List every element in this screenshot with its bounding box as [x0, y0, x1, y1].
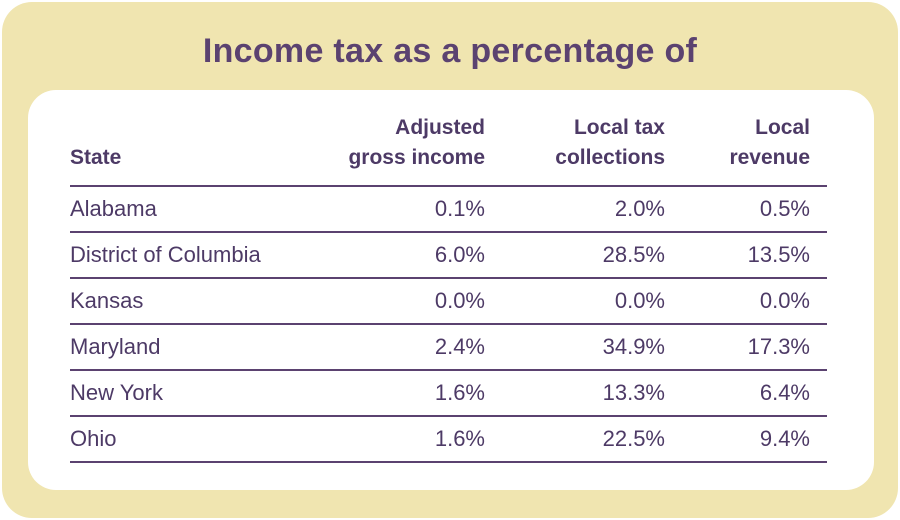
header-lr-line2: revenue	[729, 146, 810, 169]
cell-state: District of Columbia	[70, 232, 320, 279]
table-row: District of Columbia 6.0% 28.5% 13.5%	[70, 232, 827, 279]
cell-agi: 0.0%	[320, 278, 485, 325]
cell-state: Kansas	[70, 278, 320, 325]
table-row: Kansas 0.0% 0.0% 0.0%	[70, 278, 827, 325]
cell-state: Maryland	[70, 324, 320, 371]
header-agi-line1: Adjusted	[395, 116, 485, 139]
cell-pad	[810, 370, 827, 417]
cell-local-tax: 28.5%	[485, 232, 665, 279]
page-title: Income tax as a percentage of	[202, 32, 698, 70]
header-agi-line2: gross income	[348, 146, 485, 169]
cell-local-tax: 2.0%	[485, 186, 665, 233]
income-tax-table: State Adjusted gross income Local tax co…	[70, 112, 827, 463]
header-ltc-line1: Local tax	[573, 116, 665, 139]
cell-local-revenue: 0.5%	[665, 186, 810, 233]
cell-agi: 1.6%	[320, 370, 485, 417]
header-local-revenue: Local revenue	[665, 112, 810, 187]
header-adjusted-gross-income: Adjusted gross income	[320, 112, 485, 187]
cell-pad	[810, 278, 827, 325]
cell-local-revenue: 9.4%	[665, 416, 810, 463]
cell-state: Ohio	[70, 416, 320, 463]
cell-pad	[810, 416, 827, 463]
cell-local-revenue: 13.5%	[665, 232, 810, 279]
cell-agi: 2.4%	[320, 324, 485, 371]
cell-local-tax: 13.3%	[485, 370, 665, 417]
table-row: New York 1.6% 13.3% 6.4%	[70, 370, 827, 417]
table-row: Maryland 2.4% 34.9% 17.3%	[70, 324, 827, 371]
header-pad	[810, 112, 827, 187]
cell-state: Alabama	[70, 186, 320, 233]
cell-local-revenue: 17.3%	[665, 324, 810, 371]
cell-agi: 0.1%	[320, 186, 485, 233]
cell-local-revenue: 6.4%	[665, 370, 810, 417]
cell-agi: 6.0%	[320, 232, 485, 279]
cell-local-revenue: 0.0%	[665, 278, 810, 325]
table-row: Ohio 1.6% 22.5% 9.4%	[70, 416, 827, 463]
cell-local-tax: 34.9%	[485, 324, 665, 371]
cell-local-tax: 22.5%	[485, 416, 665, 463]
header-state: State	[70, 112, 320, 187]
cell-pad	[810, 232, 827, 279]
cell-state: New York	[70, 370, 320, 417]
cell-pad	[810, 324, 827, 371]
table-header-row: State Adjusted gross income Local tax co…	[70, 112, 827, 187]
table-row: Alabama 0.1% 2.0% 0.5%	[70, 186, 827, 233]
header-lr-line1: Local	[755, 116, 810, 139]
cell-agi: 1.6%	[320, 416, 485, 463]
header-ltc-line2: collections	[555, 146, 665, 169]
header-local-tax-collections: Local tax collections	[485, 112, 665, 187]
cell-local-tax: 0.0%	[485, 278, 665, 325]
table-card: State Adjusted gross income Local tax co…	[28, 90, 874, 490]
cell-pad	[810, 186, 827, 233]
